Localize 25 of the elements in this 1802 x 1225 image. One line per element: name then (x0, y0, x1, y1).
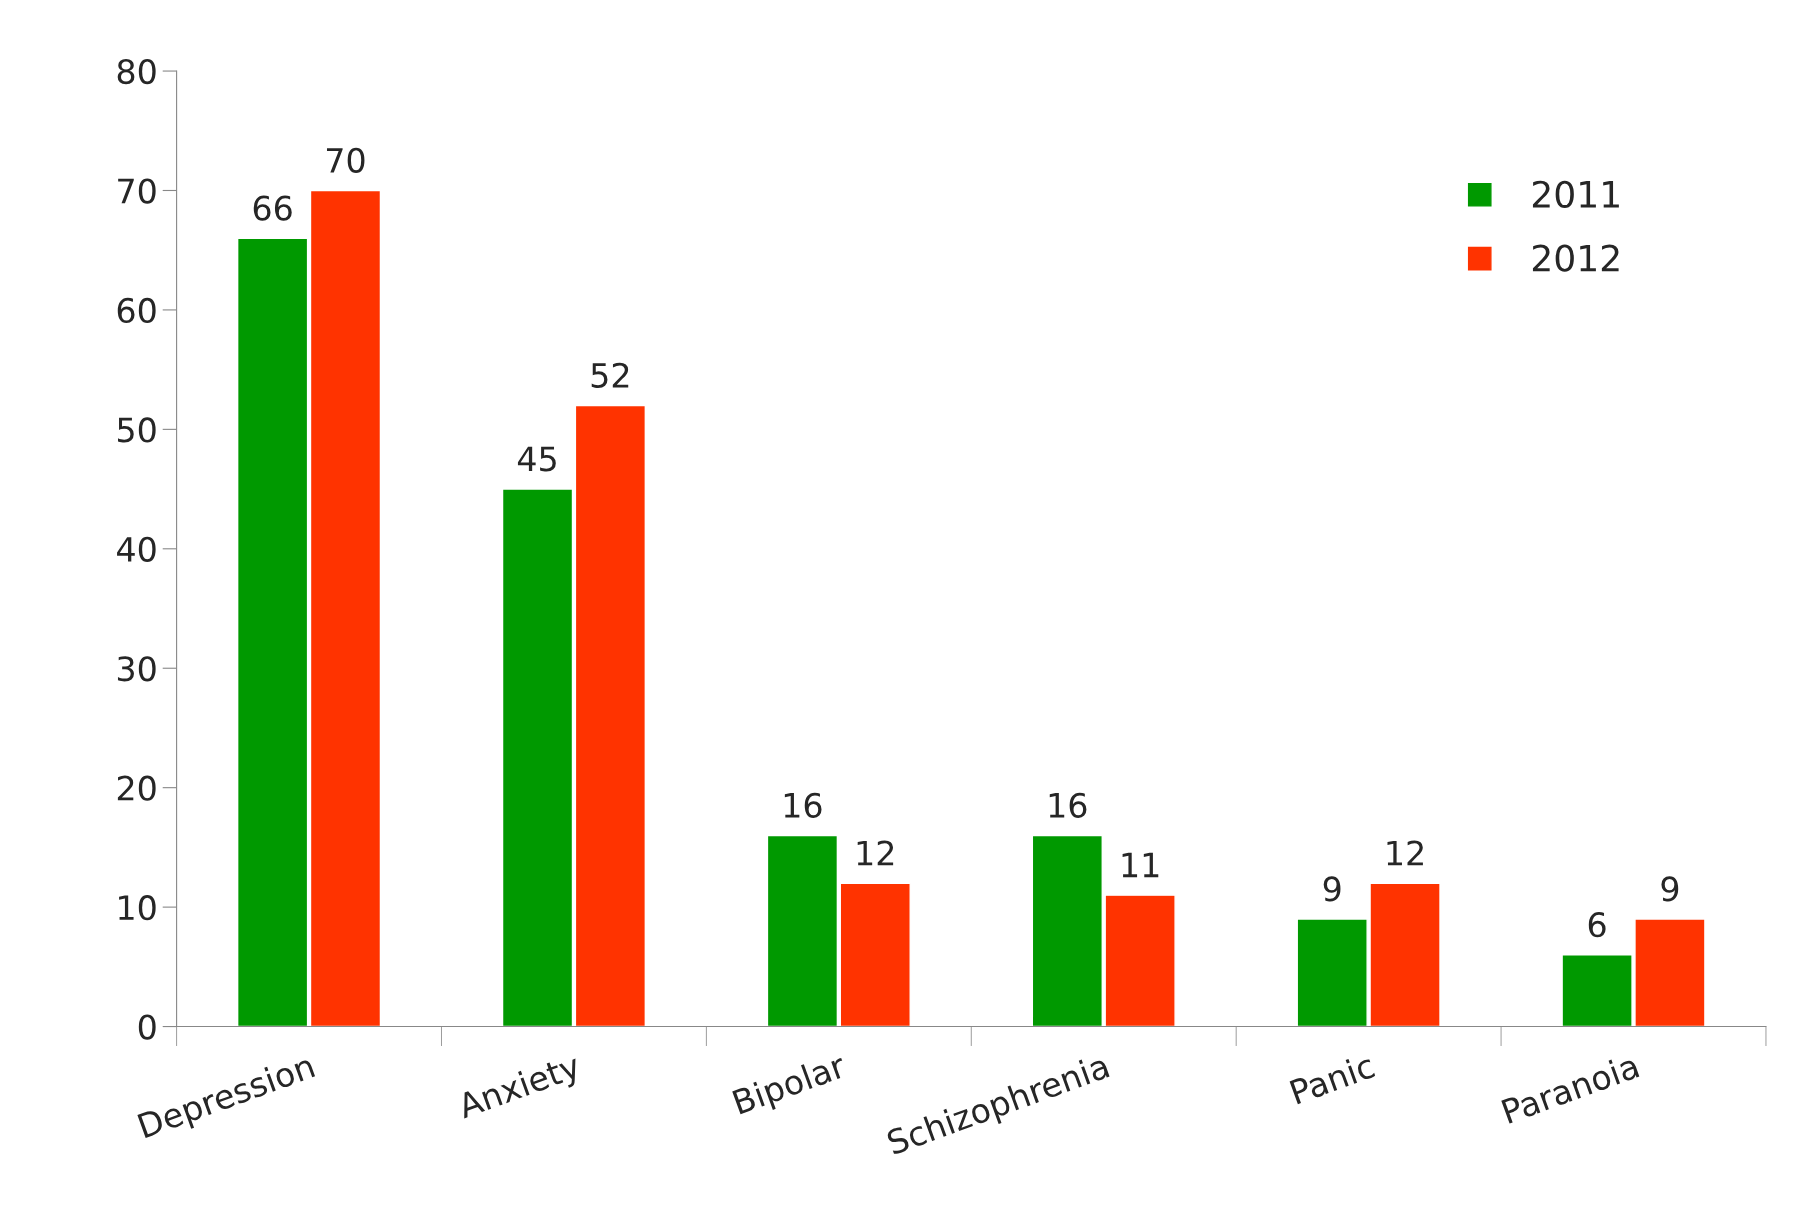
legend-label: 2011 (1532, 180, 1619, 208)
data-label: 66 (253, 195, 292, 221)
y-tick-label: 60 (117, 297, 156, 324)
data-label: 9 (1323, 876, 1341, 902)
y-tick-label: 50 (118, 417, 156, 443)
y-tick-label: 70 (118, 178, 156, 204)
y-tick-label: 0 (138, 1014, 156, 1040)
data-label: 45 (517, 446, 556, 472)
data-label: 70 (326, 147, 365, 173)
data-label: 6 (1588, 912, 1606, 938)
y-tick-label: 10 (119, 895, 156, 921)
x-tick-label: Panic (1289, 1052, 1376, 1105)
x-tick-label: Bipolar (731, 1051, 850, 1121)
data-label: 16 (784, 792, 822, 818)
y-tick-label: 20 (117, 775, 156, 801)
y-tick-label: 30 (117, 656, 156, 682)
y-tick-label: 40 (117, 536, 156, 562)
data-label: 12 (1387, 840, 1423, 866)
data-label: 16 (1049, 792, 1087, 818)
legend-label: 2012 (1532, 244, 1619, 272)
data-label: 52 (591, 362, 629, 388)
data-label: 11 (1122, 852, 1159, 878)
data-label: 9 (1661, 876, 1679, 902)
data-label: 12 (857, 840, 894, 866)
y-tick-label: 80 (117, 58, 156, 85)
